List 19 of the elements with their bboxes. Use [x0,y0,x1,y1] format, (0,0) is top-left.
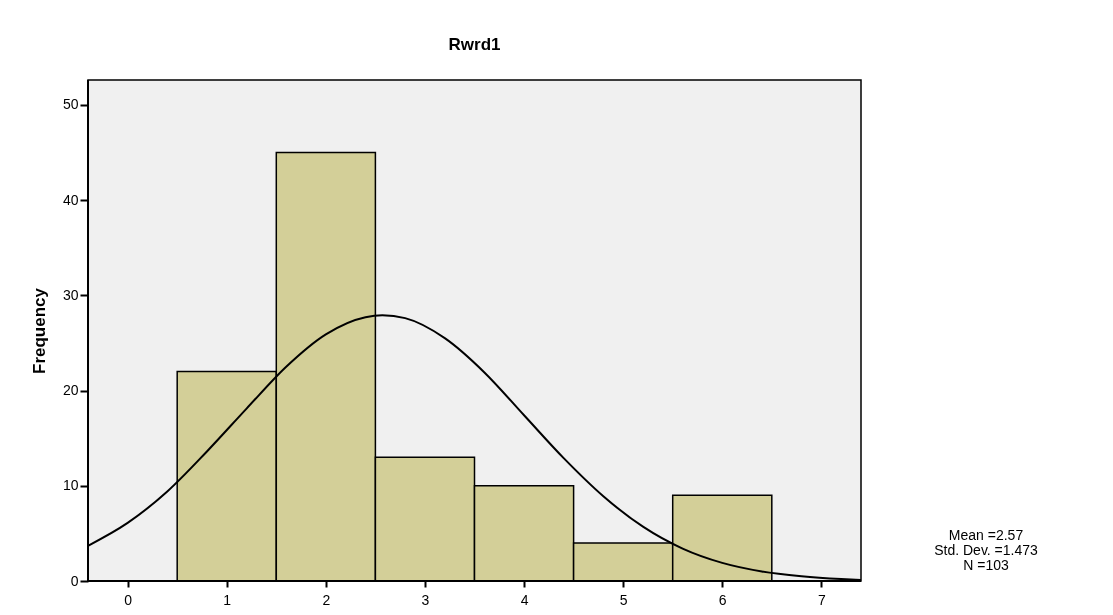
y-tick-label: 10 [62,477,79,494]
text: Mean =2.57 [948,527,1024,543]
x-tick-label: 5 [619,591,628,608]
chart-title: Rwrd1 [448,35,501,54]
x-tick-label: 1 [223,591,232,608]
y-tick-label: 0 [70,572,79,589]
x-tick-label: 3 [421,591,430,608]
y-tick-label: 30 [62,286,79,303]
x-tick-label: 2 [322,591,331,608]
y-tick-label: 20 [62,382,79,399]
text: Std. Dev. =1.473 [934,542,1039,558]
x-tick-label: 7 [817,591,826,608]
x-tick-label: 4 [520,591,529,608]
y-axis-title: Frequency [29,287,49,374]
y-tick-label: 50 [62,96,79,113]
text: N =103 [963,557,1009,573]
x-tick-label: 6 [718,591,727,608]
x-tick-label: 0 [124,591,133,608]
y-tick-label: 40 [62,191,79,208]
